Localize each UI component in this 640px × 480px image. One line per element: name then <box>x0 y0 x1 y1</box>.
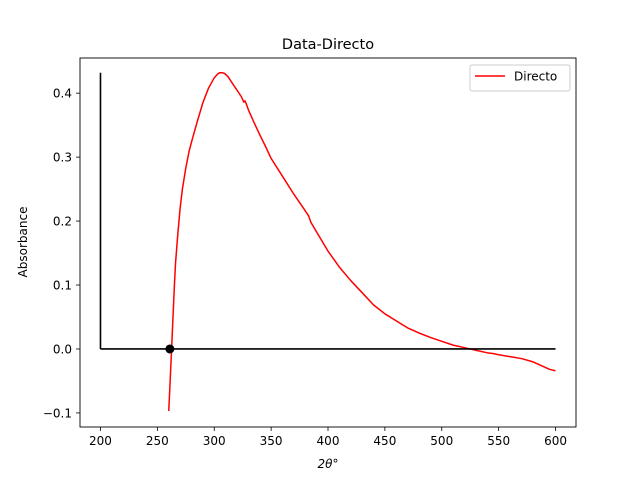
plot-area <box>79 57 577 428</box>
y-tick-label: 0.0 <box>53 342 72 356</box>
legend-box <box>469 64 571 92</box>
x-axis-label: 2θ° <box>318 457 339 471</box>
x-tick-label: 500 <box>430 434 453 448</box>
y-tick-label: 0.1 <box>53 279 72 293</box>
x-tick-label: 350 <box>260 434 283 448</box>
legend: Directo <box>469 64 571 92</box>
x-tick-label: 300 <box>203 434 226 448</box>
data-markers <box>165 344 175 354</box>
x-tick-label: 400 <box>317 434 340 448</box>
x-tick-label: 600 <box>544 434 567 448</box>
x-axis-ticks: 200 250 300 350 400 450 500 550 600 <box>89 427 567 448</box>
y-tick-label: 0.2 <box>53 215 72 229</box>
x-tick-label: 250 <box>146 434 169 448</box>
series-lines <box>99 71 556 412</box>
data-marker-0 <box>165 344 175 354</box>
y-axis-ticks: −0.1 0.0 0.1 0.2 0.3 0.4 <box>43 87 80 420</box>
axes-background <box>80 58 576 427</box>
y-tick-label: −0.1 <box>43 406 72 420</box>
legend-label-directo: Directo <box>514 70 557 84</box>
x-tick-label: 200 <box>89 434 112 448</box>
y-tick-label: 0.4 <box>53 87 72 101</box>
chart-title: Data-Directo <box>282 37 374 53</box>
y-tick-label: 0.3 <box>53 151 72 165</box>
x-tick-label: 450 <box>373 434 396 448</box>
y-axis-label: Absorbance <box>16 207 30 278</box>
x-tick-label: 550 <box>487 434 510 448</box>
